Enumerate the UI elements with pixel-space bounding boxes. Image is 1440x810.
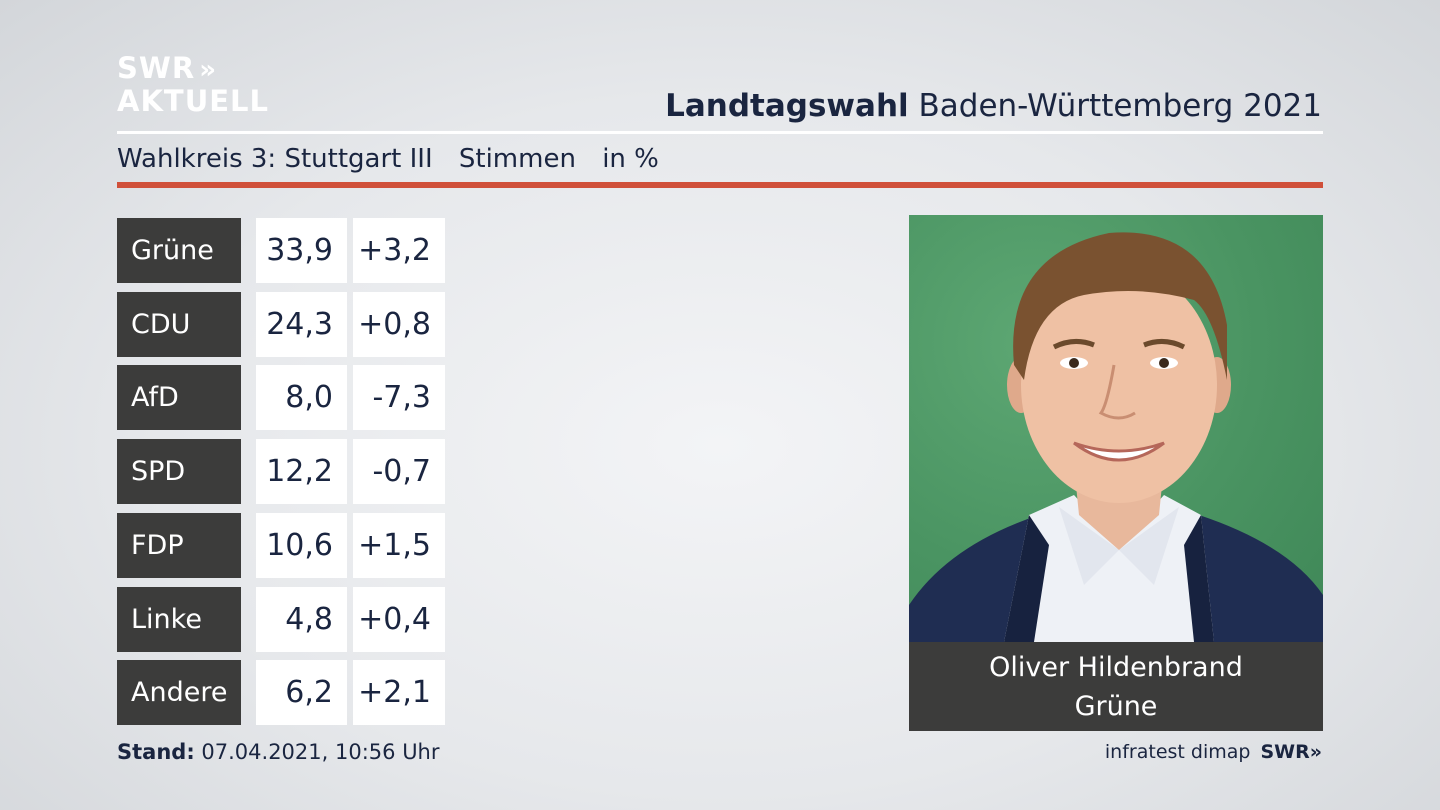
unit-label: in % [602, 144, 659, 174]
vote-share-value: 8,0 [256, 365, 347, 430]
candidate-party: Grüne [1074, 691, 1158, 722]
vote-share-value: 4,8 [256, 587, 347, 652]
party-label: Grüne [117, 218, 241, 283]
accent-divider [117, 182, 1323, 188]
party-label: CDU [117, 292, 241, 357]
vote-change-value: +2,1 [353, 660, 445, 725]
timestamp: Stand: 07.04.2021, 10:56 Uhr [117, 740, 440, 764]
swr-footer-logo: SWR» [1260, 741, 1322, 763]
vote-share-value: 6,2 [256, 660, 347, 725]
vote-change-value: +0,4 [353, 587, 445, 652]
stand-value: 07.04.2021, 10:56 Uhr [201, 740, 440, 764]
candidate-name: Oliver Hildenbrand [989, 652, 1243, 683]
subtitle: Wahlkreis 3: Stuttgart III Stimmen in % [117, 144, 677, 174]
vote-change-value: +0,8 [353, 292, 445, 357]
stand-label: Stand: [117, 740, 195, 764]
party-label: Linke [117, 587, 241, 652]
vote-share-value: 10,6 [256, 513, 347, 578]
logo-arrows-icon: » [199, 55, 216, 85]
vote-change-value: +1,5 [353, 513, 445, 578]
vote-share-value: 12,2 [256, 439, 347, 504]
candidate-caption: Oliver Hildenbrand Grüne [909, 642, 1323, 731]
party-label: AfD [117, 365, 241, 430]
wahlkreis-label: Wahlkreis 3: Stuttgart III [117, 144, 433, 174]
source-credit: infratest dimap SWR» [1105, 741, 1322, 763]
party-label: FDP [117, 513, 241, 578]
header-divider [117, 131, 1323, 134]
swr-aktuell-logo: SWR» AKTUELL [117, 54, 269, 116]
vote-change-value: -7,3 [353, 365, 445, 430]
vote-change-value: -0,7 [353, 439, 445, 504]
candidate-portrait-illustration [909, 232, 1323, 642]
vote-share-value: 24,3 [256, 292, 347, 357]
title-bold: Landtagswahl [665, 88, 909, 124]
logo-swr-text: SWR [117, 51, 196, 85]
source-label: infratest dimap [1104, 741, 1251, 763]
party-label: SPD [117, 439, 241, 504]
measure-label: Stimmen [458, 144, 576, 174]
candidate-photo [909, 215, 1323, 642]
title-rest: Baden-Württemberg 2021 [918, 88, 1322, 124]
logo-aktuell-text: AKTUELL [117, 84, 270, 118]
party-label: Andere [117, 660, 241, 725]
vote-share-value: 33,9 [256, 218, 347, 283]
vote-change-value: +3,2 [353, 218, 445, 283]
page-title: Landtagswahl Baden-Württemberg 2021 [665, 88, 1322, 124]
